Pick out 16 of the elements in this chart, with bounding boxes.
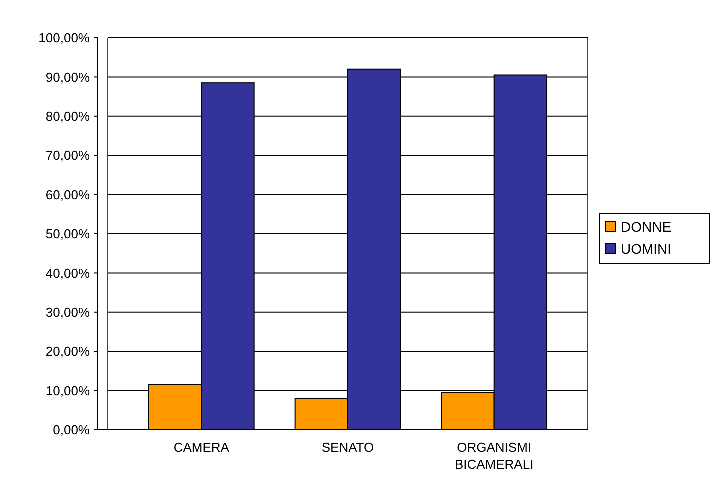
x-tick-label: ORGANISMI BICAMERALI (454, 440, 534, 472)
y-tick-label: 0,00% (53, 422, 90, 438)
y-tick-label: 60,00% (46, 187, 90, 202)
y-tick-label: 10,00% (46, 383, 90, 398)
y-tick-label: 90,00% (46, 70, 90, 85)
y-tick-label: 50,00% (46, 226, 90, 242)
y-tick-label: 80,00% (46, 108, 90, 124)
y-tick-label: 30,00% (46, 304, 90, 320)
y-tick-label: 70,00% (46, 148, 90, 164)
legend-label: DONNE (621, 218, 672, 235)
x-tick-label: CAMERA (174, 440, 230, 455)
y-tick-label: 40,00% (46, 266, 90, 281)
x-tick-label: SENATO (322, 440, 374, 455)
y-tick-label: 20,00% (46, 344, 90, 360)
y-tick-label: 100,00% (38, 30, 90, 46)
legend-label: UOMINI (621, 240, 672, 257)
